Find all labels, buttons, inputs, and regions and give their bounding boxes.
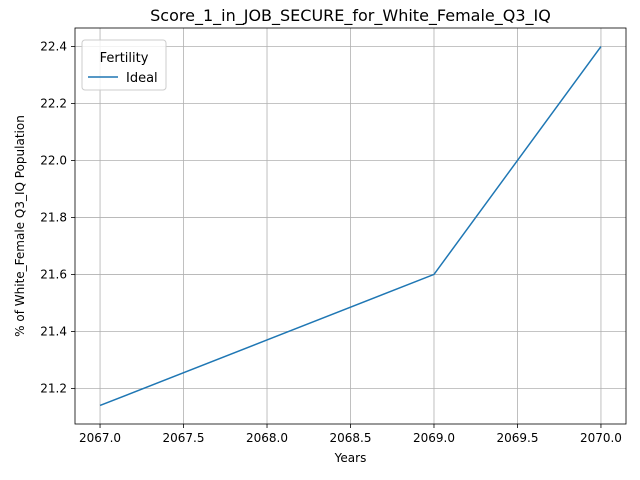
x-axis-label: Years <box>334 451 367 465</box>
series-layer <box>99 46 602 407</box>
x-tick-label: 2069.5 <box>496 431 538 445</box>
y-tick-label: 21.2 <box>40 381 67 395</box>
x-axis: 2067.0 2067.5 2068.0 2068.5 2069.0 2069.5 2070… <box>79 424 622 445</box>
y-tick-label: 21.8 <box>40 210 67 224</box>
y-tick-label: 22.0 <box>40 153 67 167</box>
y-axis: 21.2 21.4 21.6 21.8 22.0 22.2 22.4 <box>40 40 75 395</box>
y-axis-label: % of White_Female Q3_IQ Population <box>13 115 27 337</box>
x-tick-label: 2068.5 <box>330 431 372 445</box>
x-tick-label: 2068.0 <box>246 431 288 445</box>
x-tick-label: 2069.0 <box>413 431 455 445</box>
y-tick-label: 21.6 <box>40 267 67 281</box>
y-tick-label: 22.2 <box>40 96 67 110</box>
legend: Fertility Ideal <box>81 39 167 91</box>
legend-title: Fertility <box>100 51 149 66</box>
x-tick-label: 2067.5 <box>163 431 205 445</box>
grid <box>75 28 626 424</box>
series-line-ideal <box>99 46 602 407</box>
chart-title: Score_1_in_JOB_SECURE_for_White_Female_Q… <box>150 6 551 26</box>
x-tick-label: 2067.0 <box>79 431 121 445</box>
y-tick-label: 21.4 <box>40 324 67 338</box>
legend-label-ideal: Ideal <box>126 71 158 86</box>
y-tick-label: 22.4 <box>40 40 67 54</box>
x-tick-label: 2070.0 <box>580 431 622 445</box>
